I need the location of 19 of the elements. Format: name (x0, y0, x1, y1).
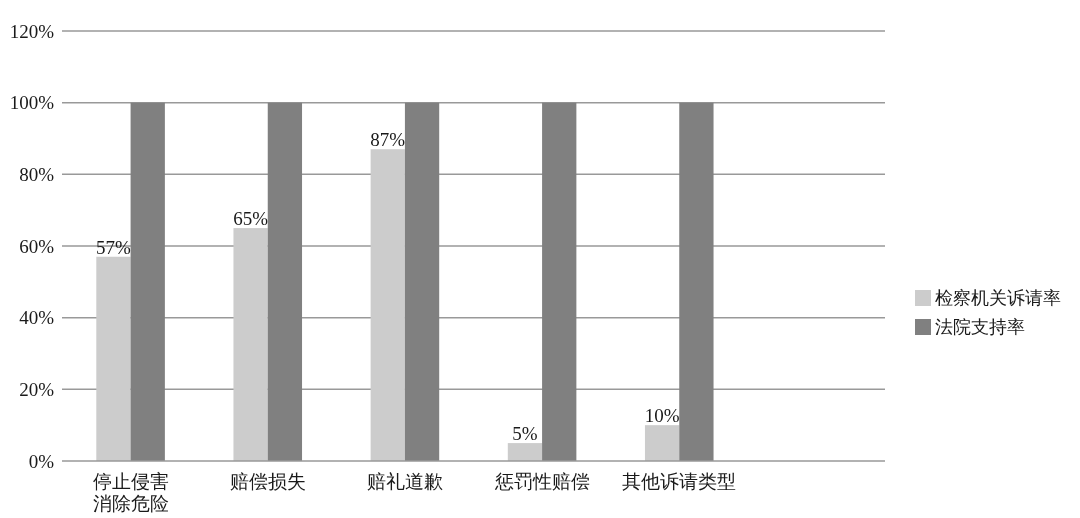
legend-label: 检察机关诉请率 (935, 288, 1061, 308)
y-tick-label: 80% (19, 163, 54, 185)
y-tick-label: 0% (28, 450, 54, 472)
y-tick-label: 20% (19, 378, 54, 400)
y-tick-label: 40% (19, 307, 54, 329)
data-label: 65% (233, 208, 268, 230)
data-label: 5% (512, 423, 538, 445)
x-tick-label: 赔偿损失 (229, 471, 306, 492)
y-tick-label: 120% (9, 20, 54, 42)
x-tick-label: 惩罚性赔偿 (494, 471, 590, 492)
legend-label: 法院支持率 (935, 317, 1025, 337)
data-label: 87% (370, 129, 406, 151)
data-label: 57% (96, 236, 131, 258)
x-tick-label: 赔礼道歉 (366, 471, 443, 492)
x-tick-label: 其他诉请类型 (622, 471, 737, 492)
y-tick-label: 60% (19, 235, 54, 257)
data-label: 10% (644, 405, 680, 427)
x-tick-label: 停止侵害消除危险 (92, 471, 169, 514)
y-tick-label: 100% (9, 92, 54, 114)
